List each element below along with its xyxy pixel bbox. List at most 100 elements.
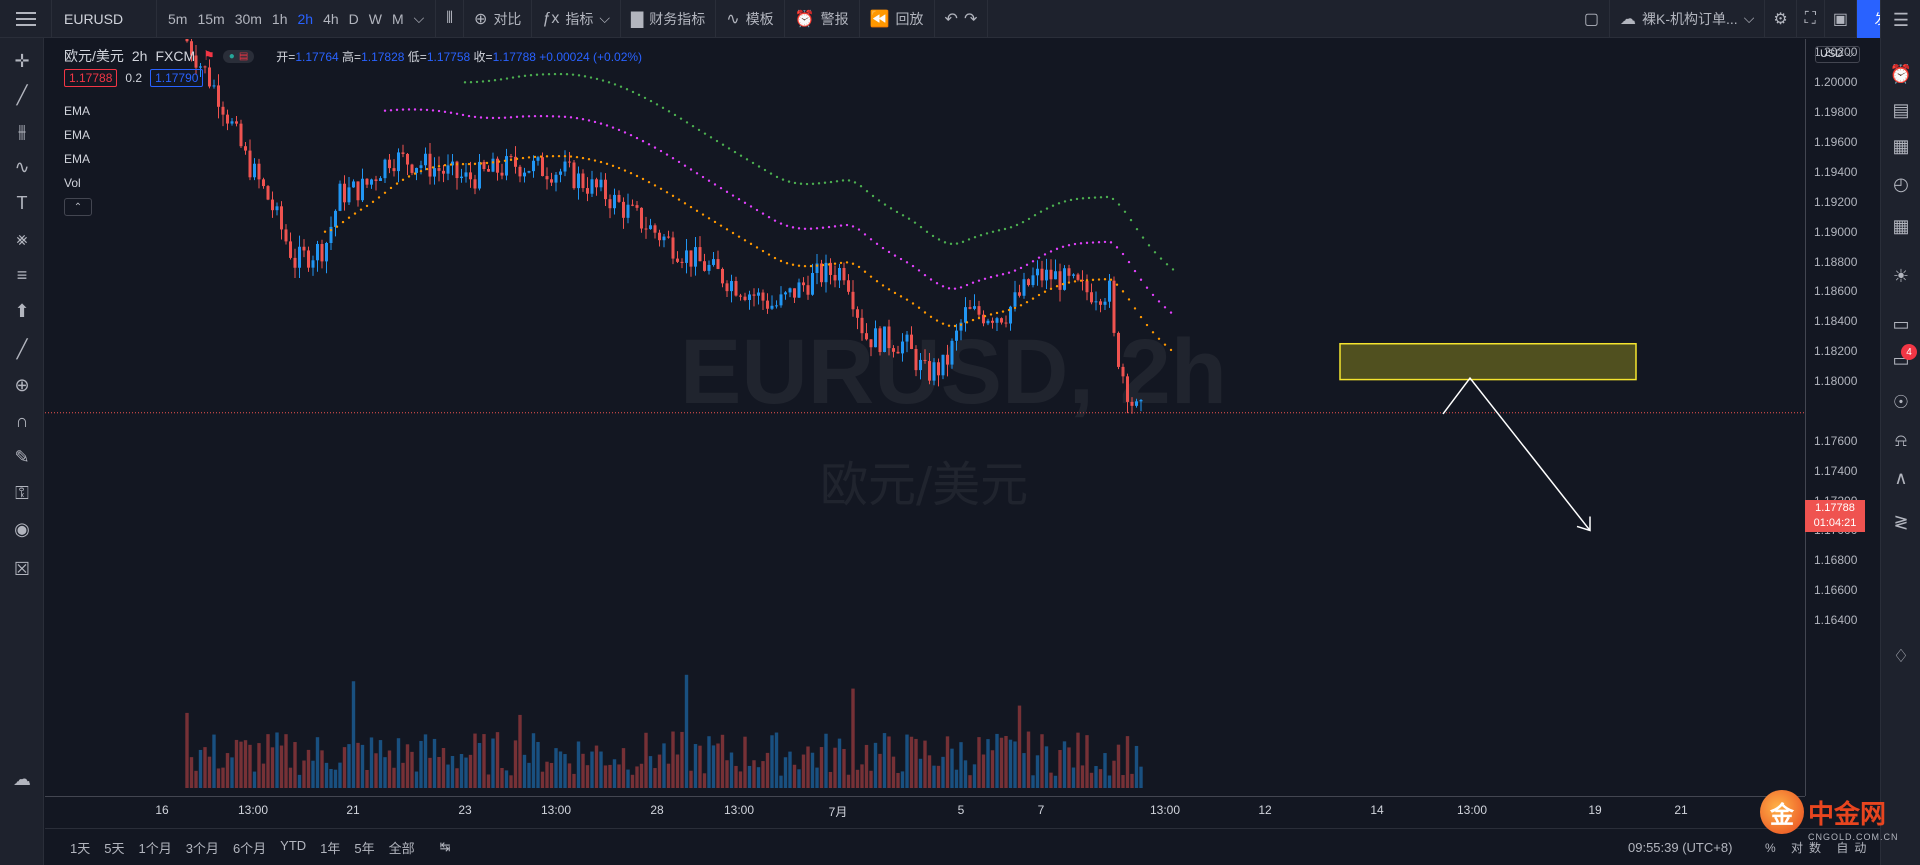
- watchlist-icon[interactable]: ☰: [1892, 9, 1910, 30]
- pitchfork-icon[interactable]: ⫵: [17, 120, 27, 141]
- pencil-lock-icon[interactable]: ✎: [14, 446, 30, 467]
- volume-bar: [720, 734, 725, 788]
- menu-icon[interactable]: [0, 0, 52, 38]
- interval-W[interactable]: W: [368, 10, 382, 27]
- projection-icon[interactable]: ≡: [16, 264, 28, 285]
- interval-4h[interactable]: 4h: [323, 10, 339, 27]
- range-button[interactable]: 6个月: [232, 840, 267, 856]
- interval-D[interactable]: D: [348, 10, 359, 27]
- buy-price[interactable]: 1.17790: [150, 69, 204, 87]
- interval-5m[interactable]: 5m: [168, 10, 188, 27]
- interval-2h[interactable]: 2h: [297, 10, 314, 27]
- pattern-icon[interactable]: ⨳: [16, 228, 28, 249]
- range-button[interactable]: 3个月: [185, 840, 219, 856]
- indicator-ema-3[interactable]: EMA: [64, 152, 91, 166]
- trash-icon[interactable]: ☒: [13, 558, 31, 579]
- private-chat-icon[interactable]: ▭ 4: [1881, 344, 1920, 374]
- layout-toggle[interactable]: ▢: [1574, 0, 1611, 38]
- alarm-icon[interactable]: ⏰: [1889, 63, 1913, 84]
- ema-slow-dot: [985, 232, 989, 235]
- compare-button[interactable]: ⊕ 对比: [464, 0, 533, 38]
- ema-fast-dot: [617, 166, 621, 170]
- help-icon[interactable]: ♢: [1892, 645, 1910, 666]
- range-button[interactable]: 1天: [70, 840, 91, 856]
- trend-line-icon[interactable]: ╱: [16, 84, 28, 105]
- indicator-ema-2[interactable]: EMA: [64, 128, 91, 142]
- range-button[interactable]: YTD: [280, 837, 307, 853]
- legend-symbol[interactable]: 欧元/美元: [64, 48, 124, 64]
- text-icon[interactable]: T: [16, 192, 28, 213]
- financials-button[interactable]: ▇ 财务指标: [621, 0, 717, 38]
- range-button[interactable]: 全部: [388, 840, 415, 856]
- redo-icon[interactable]: ↷: [963, 10, 978, 28]
- lock-icon[interactable]: ⚿: [15, 482, 29, 503]
- settings-button[interactable]: ⚙: [1765, 0, 1797, 38]
- indicators-button[interactable]: ƒx 指标 ⌵: [532, 0, 621, 38]
- interval-1h[interactable]: 1h: [271, 10, 288, 27]
- candle-body: [991, 320, 994, 323]
- data-window-icon[interactable]: ▦: [1892, 135, 1910, 156]
- collapse-legend-button[interactable]: ⌃: [64, 198, 92, 216]
- indicator-ema-1[interactable]: EMA: [64, 104, 91, 118]
- time-label: 7: [1037, 803, 1045, 817]
- brush-icon[interactable]: ∿: [14, 156, 30, 177]
- goto-date-icon[interactable]: ↹: [439, 839, 451, 854]
- range-button[interactable]: 5年: [354, 840, 375, 856]
- symbol-search-button[interactable]: EURUSD: [52, 0, 157, 38]
- range-button[interactable]: 1个月: [138, 840, 172, 856]
- market-status-toggle[interactable]: ● ▤: [222, 49, 255, 63]
- candle-body: [811, 272, 814, 295]
- undo-icon[interactable]: ↶: [944, 10, 958, 28]
- interval-30m[interactable]: 30m: [234, 10, 262, 27]
- templates-button[interactable]: ∿ 模板: [716, 0, 785, 38]
- ema-mid-dot: [929, 278, 933, 281]
- volume-bar: [500, 768, 504, 788]
- scale-options[interactable]: % 对数 自动: [1765, 840, 1873, 855]
- notifications-icon[interactable]: ⍾: [1895, 429, 1907, 450]
- sell-price[interactable]: 1.17788: [64, 69, 118, 87]
- currency-selector[interactable]: USD ⌵: [1815, 46, 1860, 63]
- price-axis[interactable]: 1.20200 1.20000 1.19800 1.19600 1.19400 1.192…: [1805, 39, 1880, 796]
- interval-M[interactable]: M: [392, 10, 404, 27]
- flag-icon[interactable]: ⚑: [203, 48, 215, 63]
- hotlist-icon[interactable]: ◴: [1893, 173, 1909, 194]
- dom-icon[interactable]: ∧: [1894, 467, 1908, 488]
- fullscreen-button[interactable]: ⛶: [1797, 0, 1825, 38]
- volume-bar: [207, 756, 212, 788]
- layout-name-button[interactable]: ☁ 裸K-机构订单... ⌵: [1610, 0, 1766, 38]
- volume-bar: [900, 771, 905, 788]
- replay-button[interactable]: ⏪ 回放: [860, 0, 935, 38]
- volume-bar: [684, 674, 689, 788]
- ideas-icon[interactable]: ☀: [1892, 265, 1910, 286]
- magnet-icon[interactable]: ∩: [15, 410, 29, 431]
- candle-body: [577, 173, 580, 189]
- indicator-vol[interactable]: Vol: [64, 176, 81, 190]
- volume-bar: [725, 760, 729, 788]
- interval-15m[interactable]: 15m: [197, 10, 225, 27]
- screenshot-button[interactable]: ▣: [1825, 0, 1857, 38]
- eye-icon[interactable]: ◉: [14, 518, 30, 539]
- ema-slow-dot: [1021, 220, 1025, 224]
- high-value: 1.17828: [361, 49, 405, 64]
- order-panel-icon[interactable]: ≷: [1893, 511, 1909, 532]
- alert-button[interactable]: ⏰ 警报: [785, 0, 860, 38]
- streams-icon[interactable]: ☉: [1892, 391, 1910, 412]
- news-icon[interactable]: ▤: [1892, 99, 1910, 120]
- range-button[interactable]: 5天: [104, 840, 125, 856]
- crosshair-icon[interactable]: ✛: [14, 50, 30, 71]
- range-button[interactable]: 1年: [320, 840, 341, 856]
- ema-fast-dot: [1169, 348, 1173, 352]
- chart-pane[interactable]: [45, 39, 1805, 796]
- arrow-up-icon[interactable]: ⬆: [14, 300, 30, 321]
- chat-icon[interactable]: ▭: [1892, 313, 1910, 334]
- interval-chevron-icon[interactable]: ⌵: [413, 10, 425, 26]
- calendar-icon[interactable]: ▦: [1892, 215, 1910, 236]
- zoom-icon[interactable]: ⊕: [14, 374, 30, 395]
- ema-mid-dot: [701, 175, 705, 179]
- cloud-logo-icon[interactable]: ☁: [13, 768, 31, 789]
- clock[interactable]: 09:55:39 (UTC+8): [1628, 839, 1733, 855]
- time-axis[interactable]: 16 13:00 21 23 13:00 28 13:00 7月 5 7 13:00 12 14 13:0…: [45, 796, 1805, 822]
- ruler-icon[interactable]: ╱: [16, 338, 28, 359]
- chart-type-button[interactable]: ⫴: [436, 0, 465, 38]
- candle-body: [550, 179, 553, 183]
